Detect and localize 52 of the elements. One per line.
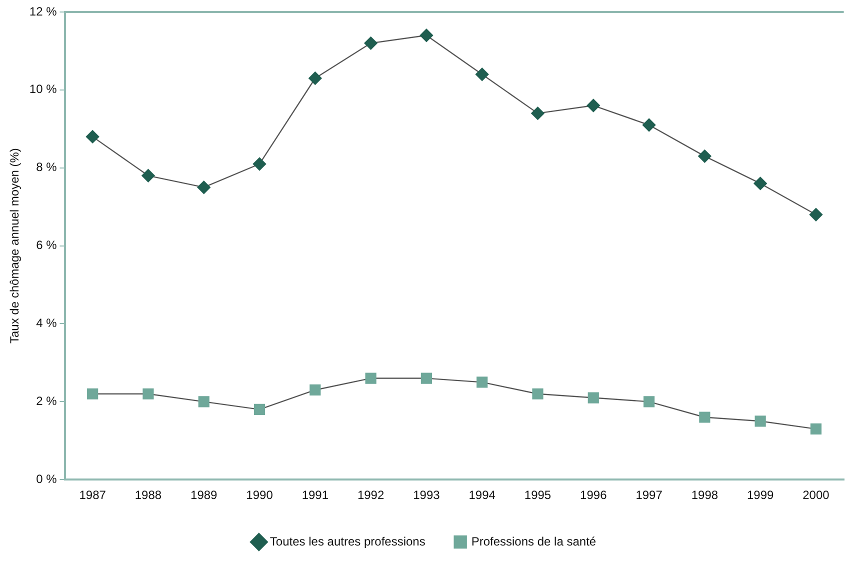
x-tick-label: 1992 xyxy=(357,488,384,502)
legend-label: Toutes les autres professions xyxy=(270,534,426,548)
point xyxy=(754,176,767,190)
point xyxy=(420,28,434,42)
point xyxy=(365,372,376,384)
point xyxy=(476,376,488,388)
point xyxy=(586,98,600,112)
point xyxy=(310,384,321,396)
x-tick-label: 1995 xyxy=(524,488,552,502)
x-tick-label: 1996 xyxy=(580,488,608,502)
legend-label: Professions de la santé xyxy=(471,534,596,548)
point xyxy=(588,392,599,404)
y-tick-label: 2 % xyxy=(36,394,58,408)
point xyxy=(197,180,210,194)
y-tick-label: 12 % xyxy=(29,4,58,18)
x-tick-label: 1994 xyxy=(468,488,496,502)
y-tick-label: 6 % xyxy=(36,238,58,252)
x-tick-label: 1999 xyxy=(746,488,774,502)
point xyxy=(420,372,432,384)
y-axis-title: Taux de chômage annuel moyen (%) xyxy=(8,148,22,344)
point xyxy=(252,157,266,171)
point xyxy=(810,423,822,434)
point xyxy=(754,416,766,427)
y-tick-label: 8 % xyxy=(36,160,58,174)
y-tick-label: 0 % xyxy=(36,472,58,486)
point xyxy=(142,169,155,182)
point xyxy=(142,388,154,400)
point xyxy=(643,396,655,408)
point xyxy=(532,388,544,400)
point xyxy=(308,72,322,85)
y-tick-label: 10 % xyxy=(29,82,58,96)
point xyxy=(699,412,710,423)
point xyxy=(698,150,712,163)
point xyxy=(198,396,210,408)
x-tick-label: 1988 xyxy=(134,488,162,502)
x-tick-label: 1987 xyxy=(79,488,106,502)
x-tick-label: 2000 xyxy=(802,488,830,502)
x-tick-label: 1998 xyxy=(691,488,718,502)
y-tick-label: 4 % xyxy=(36,316,58,330)
x-tick-label: 1990 xyxy=(246,488,274,502)
point xyxy=(809,208,823,222)
point xyxy=(254,404,266,416)
point xyxy=(87,388,98,400)
point xyxy=(531,106,544,120)
x-tick-label: 1993 xyxy=(413,488,440,502)
point xyxy=(476,68,489,81)
x-tick-label: 1989 xyxy=(190,488,218,502)
x-tick-label: 1991 xyxy=(302,488,329,502)
point xyxy=(642,118,656,132)
x-tick-label: 1997 xyxy=(636,488,663,502)
point xyxy=(364,36,378,50)
point xyxy=(86,130,100,144)
